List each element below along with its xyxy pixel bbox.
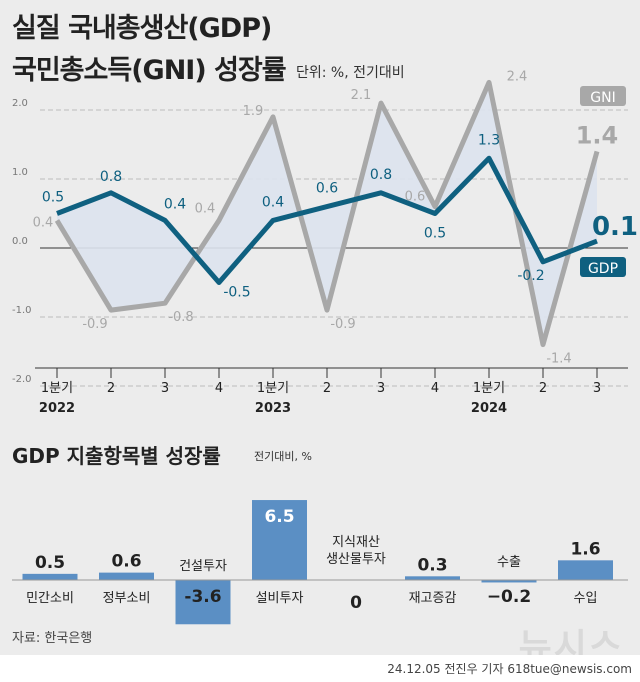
gni-data-label: 2.4 bbox=[507, 69, 528, 84]
bar-category-label: 설비투자 bbox=[256, 591, 304, 606]
gdp-data-label: 1.3 bbox=[478, 132, 500, 148]
bar-value-label: −0.2 bbox=[487, 587, 531, 607]
y-tick-label: -2.0 bbox=[12, 374, 32, 385]
bar-value-label: 0.5 bbox=[35, 553, 65, 573]
gdp-data-label: -0.5 bbox=[223, 285, 250, 301]
gni-data-label: -0.9 bbox=[82, 317, 107, 332]
year-label: 2023 bbox=[255, 401, 291, 416]
bar-value-label: 6.5 bbox=[264, 507, 294, 527]
bar bbox=[252, 500, 307, 580]
bar-category-label: 민간소비 bbox=[26, 591, 74, 606]
gdp-data-label: -0.2 bbox=[517, 268, 544, 284]
gdp-line bbox=[56, 155, 598, 285]
gdp-data-label: 0.8 bbox=[370, 167, 392, 183]
y-tick-label: 1.0 bbox=[12, 167, 28, 178]
bar-value-label: 0.6 bbox=[111, 552, 141, 572]
bar-category-label: 지식재산 bbox=[332, 535, 380, 550]
gni-data-label: 0.6 bbox=[405, 190, 426, 205]
x-tick-label: 1분기 bbox=[257, 381, 289, 396]
gni-data-label: -0.8 bbox=[168, 310, 193, 325]
gni-legend-label: GNI bbox=[590, 90, 615, 106]
gni-data-label: 1.4 bbox=[576, 121, 619, 149]
bar-section-title: GDP 지출항목별 성장률 bbox=[12, 444, 221, 468]
bar bbox=[99, 572, 154, 580]
x-tick-label: 1분기 bbox=[41, 381, 73, 396]
bar-value-label: 1.6 bbox=[570, 539, 600, 559]
gdp-legend-label: GDP bbox=[588, 261, 618, 277]
x-tick-label: 3 bbox=[161, 381, 169, 396]
bar-category-label: 수출 bbox=[497, 555, 521, 570]
bar bbox=[558, 560, 613, 580]
gni-legend-box bbox=[580, 86, 626, 106]
x-tick-label: 4 bbox=[215, 381, 223, 396]
gni-line bbox=[54, 79, 600, 348]
year-label: 2022 bbox=[39, 401, 75, 416]
bar-value-label: 0 bbox=[350, 593, 362, 613]
gni-data-label: -0.9 bbox=[330, 317, 355, 332]
bar-category-label: 재고증감 bbox=[409, 591, 457, 606]
gni-data-label: 2.1 bbox=[351, 88, 372, 103]
bar bbox=[481, 580, 537, 583]
x-tick-label: 2 bbox=[539, 381, 547, 396]
bar bbox=[22, 573, 78, 580]
footer-strip bbox=[0, 655, 640, 682]
bar bbox=[405, 576, 460, 580]
gdp-data-label: 0.8 bbox=[100, 169, 122, 185]
x-tick-label: 2 bbox=[107, 381, 115, 396]
gdp-data-label: 0.6 bbox=[316, 181, 338, 197]
bar-category-label: 생산물투자 bbox=[326, 552, 386, 567]
gni-data-label: 1.9 bbox=[243, 104, 264, 119]
x-tick-label: 3 bbox=[593, 381, 601, 396]
source-label: 자료: 한국은행 bbox=[12, 631, 93, 646]
gni-data-label: 0.4 bbox=[195, 201, 216, 216]
credit-label: 24.12.05 전진우 기자 618tue@newsis.com bbox=[387, 662, 632, 676]
gni-data-label: 0.4 bbox=[33, 215, 54, 230]
bar-value-label: -3.6 bbox=[184, 587, 221, 607]
x-tick-label: 1분기 bbox=[473, 381, 505, 396]
year-label: 2024 bbox=[471, 401, 507, 416]
title-line2: 국민총소득(GNI) 성장률 bbox=[12, 55, 287, 86]
gdp-data-label: 0.4 bbox=[164, 196, 186, 212]
bar-unit-label: 전기대비, % bbox=[254, 450, 312, 463]
y-tick-label: 0.0 bbox=[12, 236, 28, 247]
x-tick-label: 4 bbox=[431, 381, 439, 396]
bar-value-label: 0.3 bbox=[417, 555, 447, 575]
bar-category-label: 정부소비 bbox=[103, 591, 151, 606]
gdp-data-label: 0.4 bbox=[262, 194, 284, 210]
x-tick-label: 2 bbox=[323, 381, 331, 396]
y-tick-label: -1.0 bbox=[12, 305, 32, 316]
y-tick-label: 2.0 bbox=[12, 98, 28, 109]
bar bbox=[175, 580, 231, 625]
gdp-legend-box bbox=[580, 257, 626, 277]
bar-category-label: 수입 bbox=[574, 591, 598, 606]
unit-label: 단위: %, 전기대비 bbox=[296, 65, 405, 81]
x-tick-label: 3 bbox=[377, 381, 385, 396]
gdp-data-label: 0.5 bbox=[424, 226, 446, 242]
title-line1: 실질 국내총생산(GDP) bbox=[12, 13, 272, 44]
gdp-data-label: 0.5 bbox=[42, 190, 64, 206]
gni-data-label: -1.4 bbox=[546, 352, 571, 367]
gdp-data-label: 0.1 bbox=[592, 212, 638, 242]
bar-category-label: 건설투자 bbox=[179, 559, 227, 574]
